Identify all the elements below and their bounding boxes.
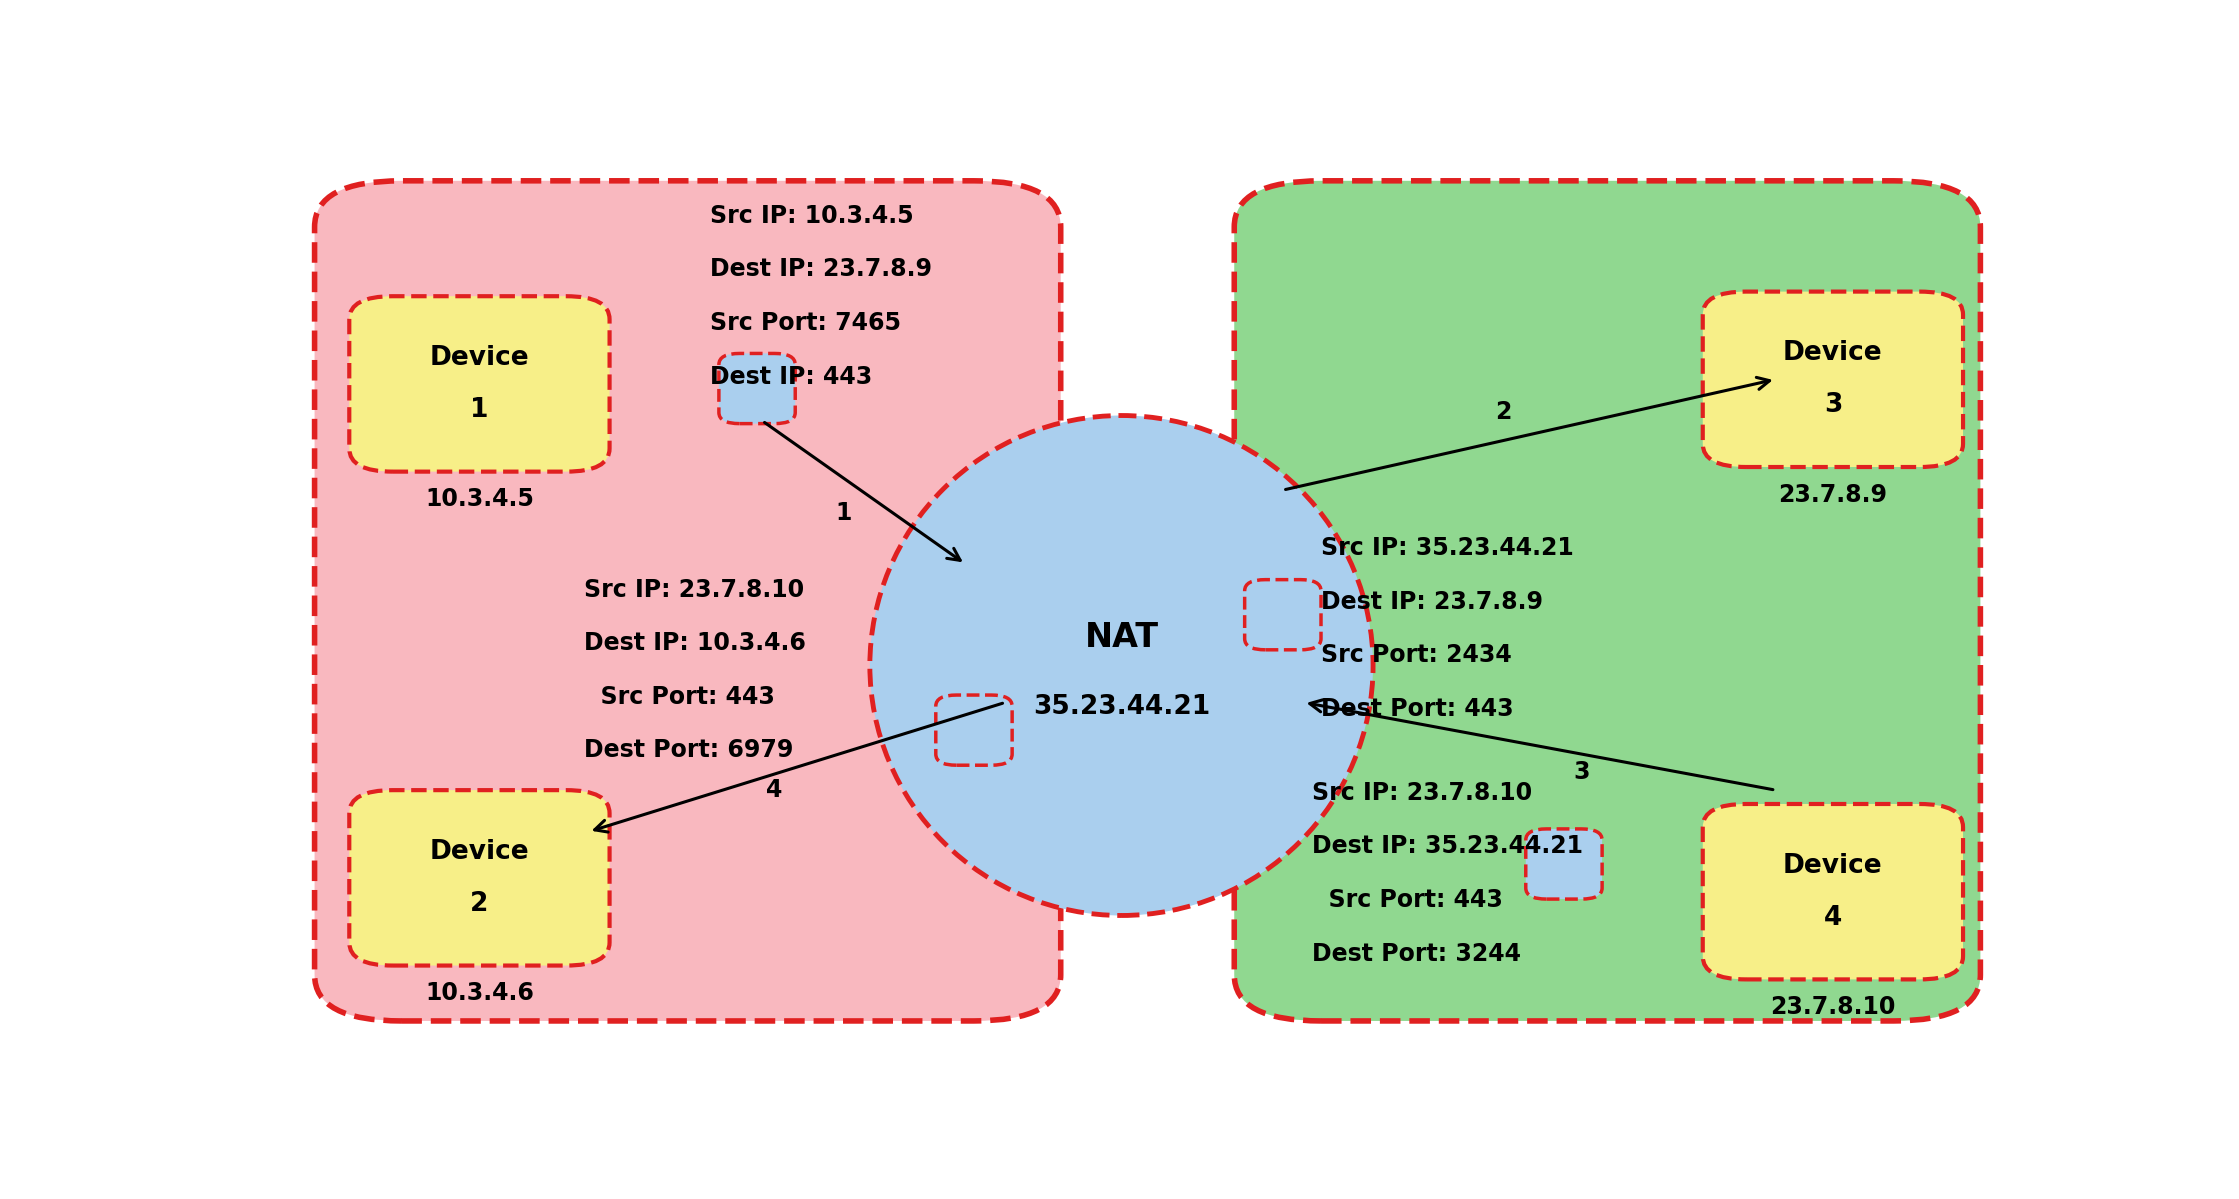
Text: Dest IP: 23.7.8.9: Dest IP: 23.7.8.9 [710, 258, 931, 282]
Text: 3: 3 [1825, 392, 1843, 418]
FancyBboxPatch shape [1245, 579, 1321, 650]
Text: Src IP: 35.23.44.21: Src IP: 35.23.44.21 [1321, 536, 1574, 560]
Text: 10.3.4.5: 10.3.4.5 [425, 487, 533, 511]
Text: Src IP: 10.3.4.5: Src IP: 10.3.4.5 [710, 204, 914, 228]
Text: 1: 1 [470, 397, 488, 423]
Text: Device: Device [430, 839, 528, 864]
Text: Src Port: 7465: Src Port: 7465 [710, 311, 902, 335]
Text: 2: 2 [470, 891, 488, 917]
Text: NAT: NAT [1084, 621, 1158, 655]
Ellipse shape [869, 416, 1373, 916]
Text: 4: 4 [1825, 904, 1843, 930]
Text: 2: 2 [1496, 399, 1511, 423]
Text: 23.7.8.9: 23.7.8.9 [1778, 483, 1887, 507]
FancyBboxPatch shape [349, 296, 609, 471]
FancyBboxPatch shape [1704, 805, 1964, 980]
Text: 35.23.44.21: 35.23.44.21 [1032, 694, 1209, 721]
Text: Device: Device [1782, 852, 1883, 879]
Text: Src Port: 2434: Src Port: 2434 [1321, 644, 1511, 668]
Text: Src IP: 23.7.8.10: Src IP: 23.7.8.10 [584, 578, 804, 602]
FancyBboxPatch shape [1234, 181, 1979, 1022]
Text: Src Port: 443: Src Port: 443 [584, 685, 775, 709]
FancyBboxPatch shape [1525, 829, 1603, 899]
Text: Dest IP: 10.3.4.6: Dest IP: 10.3.4.6 [584, 632, 806, 656]
FancyBboxPatch shape [936, 695, 1012, 765]
Text: Dest IP: 35.23.44.21: Dest IP: 35.23.44.21 [1312, 835, 1583, 858]
FancyBboxPatch shape [349, 790, 609, 965]
Text: Device: Device [430, 345, 528, 370]
Text: Dest IP: 23.7.8.9: Dest IP: 23.7.8.9 [1321, 590, 1543, 614]
Text: 1: 1 [835, 501, 853, 525]
Text: 10.3.4.6: 10.3.4.6 [425, 981, 533, 1005]
Text: Dest IP: 443: Dest IP: 443 [710, 364, 873, 388]
Text: 23.7.8.10: 23.7.8.10 [1771, 995, 1896, 1019]
Text: 3: 3 [1574, 760, 1590, 784]
Text: Dest Port: 3244: Dest Port: 3244 [1312, 941, 1520, 965]
Text: 4: 4 [766, 778, 784, 802]
Text: Src Port: 443: Src Port: 443 [1312, 888, 1502, 912]
Text: Device: Device [1782, 341, 1883, 367]
Text: Src IP: 23.7.8.10: Src IP: 23.7.8.10 [1312, 781, 1531, 805]
FancyBboxPatch shape [1704, 291, 1964, 466]
Text: Dest Port: 443: Dest Port: 443 [1321, 697, 1514, 721]
FancyBboxPatch shape [719, 354, 795, 423]
FancyBboxPatch shape [313, 181, 1061, 1022]
Text: Dest Port: 6979: Dest Port: 6979 [584, 739, 793, 763]
